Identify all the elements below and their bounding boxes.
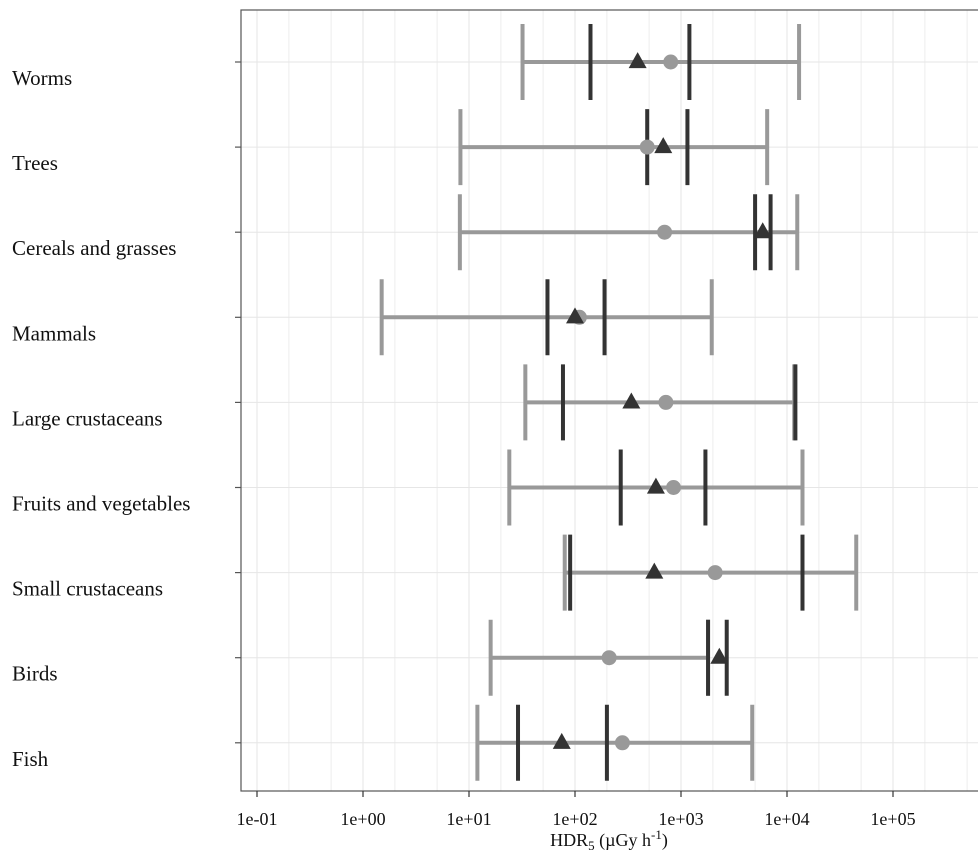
- axis-labels: 1e-01 1e+00 1e+01 1e+02 1e+03 1e+04 1e+05 Worms…: [12, 66, 916, 829]
- y-category-label: Cereals and grasses: [12, 236, 176, 260]
- data-point-circle: [639, 139, 655, 155]
- y-category-label: Birds: [12, 662, 58, 686]
- data-point-triangle: [646, 477, 665, 494]
- x-axis-title-unit: (µGy h: [595, 830, 651, 851]
- x-tick-label: 1e+03: [658, 809, 703, 829]
- triangle-points: [552, 52, 772, 749]
- data-point-circle: [657, 224, 673, 240]
- series-triangle-group: [516, 24, 805, 781]
- data-point-triangle: [552, 732, 571, 749]
- y-category-label: Mammals: [12, 321, 96, 345]
- data-point-circle: [658, 394, 674, 410]
- data-point-triangle: [566, 307, 584, 324]
- data-point-circle: [614, 735, 630, 751]
- y-category-label: Trees: [12, 151, 58, 175]
- x-tick-label: 1e+00: [340, 809, 385, 829]
- x-axis-title-sup: -1: [651, 827, 662, 842]
- data-point-circle: [666, 480, 682, 495]
- x-axis-title-main: HDR: [550, 830, 588, 850]
- chart-marks: [379, 24, 859, 781]
- y-category-label: Small crustaceans: [12, 577, 163, 601]
- data-point-triangle: [622, 392, 641, 409]
- circle-points: [571, 54, 723, 751]
- plot-panel-border: [240, 9, 978, 792]
- y-category-label: Fruits and vegetables: [12, 492, 190, 516]
- x-tick-label: 1e+05: [870, 809, 915, 829]
- x-tick-label: 1e+04: [764, 809, 809, 829]
- data-point-triangle: [645, 562, 664, 579]
- x-axis-title-sub: 5: [588, 838, 595, 853]
- y-category-label: Large crustaceans: [12, 406, 163, 430]
- data-point-triangle: [753, 222, 772, 239]
- data-point-circle: [601, 650, 617, 666]
- x-axis-title: HDR5 (µGy h-1): [550, 827, 668, 853]
- y-category-label: Fish: [12, 747, 49, 771]
- data-point-circle: [663, 54, 679, 70]
- x-axis-title-close: ): [662, 830, 668, 851]
- x-tick-label: 1e+02: [552, 809, 597, 829]
- y-category-label: Worms: [12, 66, 72, 90]
- data-point-triangle: [654, 137, 673, 154]
- axis-ticks: [235, 61, 894, 797]
- x-tick-label: 1e+01: [446, 809, 491, 829]
- data-point-circle: [707, 565, 723, 581]
- data-point-triangle: [710, 647, 729, 664]
- data-point-triangle: [628, 52, 647, 69]
- x-tick-label: 1e-01: [237, 809, 278, 829]
